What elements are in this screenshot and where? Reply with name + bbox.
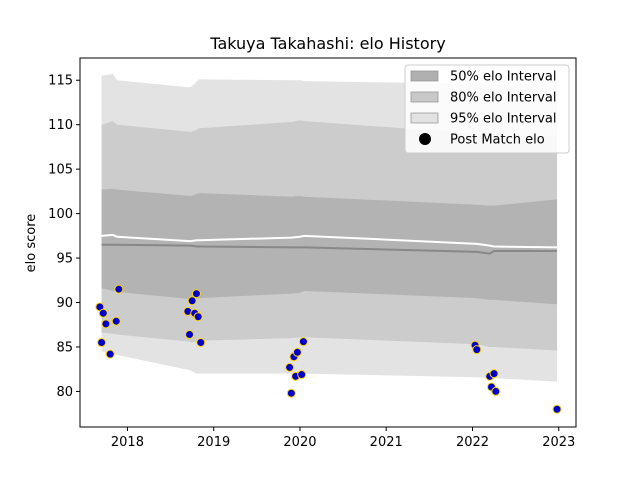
post-match-elo-point [111,316,121,326]
post-match-elo-point [552,404,562,414]
legend: 50% elo Interval 80% elo Interval 95% elo … [404,64,570,154]
post-match-elo-point [98,308,108,318]
mean-elo-line [101,233,558,249]
y-tick-label: 85 [56,340,73,355]
post-match-elo-point [292,347,302,357]
x-tick-label: 2023 [542,435,575,450]
x-tick-label: 2020 [283,435,316,450]
legend-box [404,64,570,154]
post-match-elo-point [286,388,296,398]
post-match-elo-point [101,319,111,329]
axes-frame [79,57,577,428]
post-match-elo-point [185,330,195,340]
legend-marker [419,133,431,145]
legend-label: 80% elo Interval [450,91,557,106]
x-tick-label: 2022 [456,435,489,450]
legend-swatch [410,112,439,124]
legend-label: Post Match elo [450,133,545,148]
post-match-elo-point [472,345,482,355]
x-tick-label: 2021 [370,435,403,450]
y-tick-label: 115 [48,74,73,89]
legend-swatch [410,91,439,103]
chart-title: Takuya Takahashi: elo History [209,34,445,53]
post-match-elo-point [187,296,197,306]
y-tick-label: 95 [56,252,73,267]
median-elo-line [101,243,558,255]
post-match-elo-point [196,338,206,348]
post-match-elo-point [191,289,201,299]
post-match-elo-point [297,370,307,380]
post-match-elo-point [489,369,499,379]
y-tick-label: 110 [48,118,73,133]
y-tick-label: 105 [48,163,73,178]
post-match-elo-point [193,312,203,322]
y-tick-label: 100 [48,207,73,222]
band-50-interval [101,188,558,305]
post-match-elo-point [105,349,115,359]
post-match-elo-point [97,338,107,348]
y-tick-label: 90 [56,296,73,311]
y-axis-label: elo score [24,214,39,273]
legend-swatch [410,70,439,82]
post-match-elo-point [491,386,501,396]
x-tick-label: 2018 [111,435,144,450]
post-match-elo-point [285,362,295,372]
post-match-elo-point [114,284,124,294]
post-match-elo-point [298,337,308,347]
y-tick-label: 80 [56,385,73,400]
legend-label: 95% elo Interval [450,112,557,127]
axes: 2018 2019 2020 2021 2022 2023 80 85 90 95 100 105 11… [48,57,577,450]
legend-label: 50% elo Interval [450,70,557,85]
x-tick-label: 2019 [197,435,230,450]
